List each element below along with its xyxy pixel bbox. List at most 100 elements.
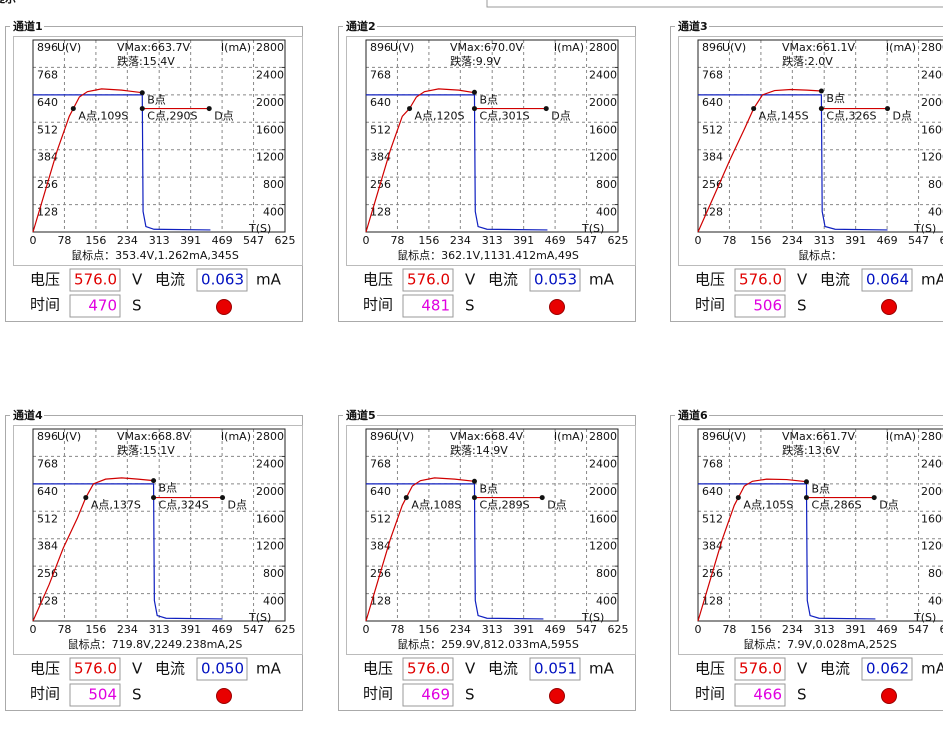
field-label: 电压	[30, 660, 60, 678]
point-label: B点	[159, 482, 178, 495]
y-tick-label: 640	[702, 96, 723, 109]
value-text: 481	[421, 297, 450, 315]
value-text: 0.064	[866, 271, 909, 289]
x-tick-label: 0	[30, 623, 37, 636]
mouse-text: 鼠标点：353.4V,1.262mA,345S	[71, 248, 239, 262]
x-tick-label: 391	[845, 234, 866, 247]
y2-axis-label: I(mA)	[221, 430, 251, 443]
y2-tick-label: 2800	[921, 41, 943, 54]
point-label: C点,301S	[479, 110, 529, 123]
panel-title: 通道3	[678, 19, 708, 33]
y-tick-label: 128	[37, 595, 58, 608]
y2-tick-label: 400	[596, 595, 617, 608]
value-text: 0.051	[534, 660, 577, 678]
point-label: B点	[479, 93, 498, 106]
value-box	[734, 657, 786, 681]
status-indicator	[881, 299, 897, 315]
value-text: 506	[753, 297, 782, 315]
point-label: D点	[551, 110, 570, 123]
unit-label: mA	[256, 271, 282, 289]
y-tick-label: 512	[702, 123, 723, 136]
x-tick-label: 469	[212, 623, 233, 636]
key-point	[543, 106, 549, 112]
key-point	[885, 106, 891, 112]
value-box	[402, 683, 454, 707]
y-tick-label: 640	[37, 485, 58, 498]
drop-text: 跌落:14.9V	[450, 443, 508, 457]
y-tick-label: 384	[370, 151, 391, 164]
vmax-text: VMax:668.8V	[117, 430, 190, 443]
y2-tick-label: 1600	[921, 123, 943, 136]
voltage-curve	[697, 88, 822, 233]
value-text: 469	[421, 686, 450, 704]
value-box	[196, 268, 248, 292]
y-tick-label: 512	[370, 512, 391, 525]
current-curve	[698, 483, 876, 620]
y2-tick-label: 2000	[921, 96, 943, 109]
x-tick-label: 234	[450, 234, 471, 247]
unit-label: S	[132, 297, 142, 315]
y-axis-label: U(V)	[722, 430, 746, 443]
panel-title: 通道6	[678, 408, 708, 422]
x-tick-label: 469	[212, 234, 233, 247]
y-axis-label: U(V)	[722, 41, 746, 54]
chart-frame	[346, 425, 636, 655]
x-tick-label: 547	[908, 623, 929, 636]
unit-label: S	[132, 686, 142, 704]
y-tick-label: 896	[702, 430, 723, 443]
y2-tick-label: 2400	[589, 68, 617, 81]
value-box	[734, 683, 786, 707]
y-tick-label: 896	[370, 430, 391, 443]
x-tick-label: 234	[782, 234, 803, 247]
y-tick-label: 128	[370, 206, 391, 219]
value-box	[861, 268, 913, 292]
value-box	[196, 657, 248, 681]
field-label: 时间	[695, 685, 725, 703]
unit-label: mA	[589, 271, 615, 289]
y2-tick-label: 2000	[589, 485, 617, 498]
y-tick-label: 256	[702, 178, 723, 191]
y2-tick-label: 2400	[256, 457, 284, 470]
title-bg	[10, 409, 44, 423]
drop-text: 跌落:15.1V	[117, 443, 175, 457]
drop-text: 跌落:15.4V	[117, 54, 175, 68]
unit-label: V	[132, 271, 143, 289]
y2-tick-label: 2400	[256, 68, 284, 81]
y2-tick-label: 400	[263, 595, 284, 608]
unit-label: V	[465, 271, 476, 289]
y-tick-label: 128	[702, 595, 723, 608]
value-box	[402, 268, 454, 292]
y2-tick-label: 1600	[256, 512, 284, 525]
status-indicator	[881, 688, 897, 704]
x-tick-label: 469	[545, 623, 566, 636]
top-label: 提示	[0, 0, 16, 5]
x-tick-label: 0	[695, 623, 702, 636]
vmax-text: VMax:661.1V	[782, 41, 855, 54]
y-tick-label: 640	[370, 485, 391, 498]
title-bg	[675, 409, 709, 423]
plot-border	[365, 39, 619, 233]
x-tick-label: 78	[722, 623, 736, 636]
title-bg	[10, 20, 44, 34]
x-tick-label: 78	[390, 234, 404, 247]
x-tick-label: 391	[513, 623, 534, 636]
chart-frame	[678, 36, 943, 266]
title-bg	[675, 20, 709, 34]
x-axis-label: T(S)	[913, 222, 936, 235]
x-tick-label: 547	[243, 234, 264, 247]
key-point	[83, 495, 89, 501]
y-tick-label: 512	[370, 123, 391, 136]
key-point	[407, 106, 413, 112]
x-tick-label: 234	[117, 623, 138, 636]
y2-tick-label: 2000	[256, 485, 284, 498]
voltage-curve	[365, 477, 475, 622]
point-label: C点,326S	[826, 110, 876, 123]
unit-label: S	[465, 297, 475, 315]
field-label: 电压	[363, 660, 393, 678]
y-axis-label: U(V)	[57, 430, 81, 443]
mouse-text: 鼠标点：719.8V,2249.238mA,2S	[68, 637, 243, 651]
value-text: 576.0	[739, 660, 782, 678]
y-tick-label: 384	[702, 540, 723, 553]
x-tick-label: 78	[57, 234, 71, 247]
y-tick-label: 128	[370, 595, 391, 608]
